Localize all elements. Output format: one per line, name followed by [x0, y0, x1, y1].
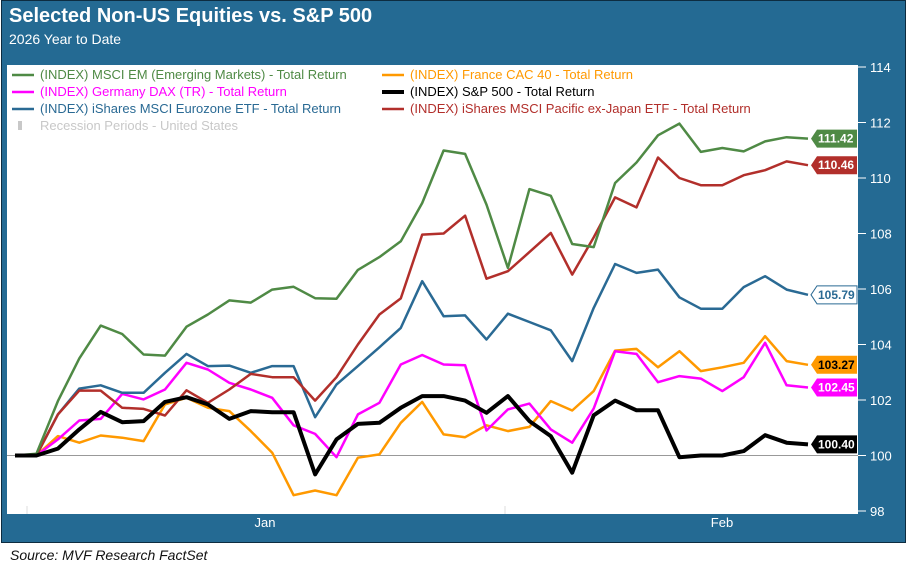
x-tick-label: Feb — [711, 515, 733, 530]
legend-label: (INDEX) S&P 500 - Total Return — [410, 84, 595, 99]
series-line — [15, 156, 809, 457]
end-label-text: 102.45 — [818, 381, 855, 395]
end-value-label: 100.40 — [811, 435, 857, 454]
y-tick-label: 104 — [870, 338, 892, 353]
end-label-text: 100.40 — [818, 437, 855, 451]
x-tick-label: Jan — [255, 515, 276, 530]
y-tick-label: 114 — [870, 60, 891, 75]
y-tick-label: 112 — [870, 116, 891, 131]
end-label-text: 110.46 — [818, 158, 854, 172]
legend-label: (INDEX) iShares MSCI Eurozone ETF - Tota… — [40, 101, 341, 116]
end-label-badge — [811, 129, 857, 148]
end-labels: 111.42 103.27 102.45 100.40 105.79 110.46 — [810, 129, 858, 454]
end-label-badge — [810, 285, 858, 305]
legend: (INDEX) MSCI EM (Emerging Markets) - Tot… — [12, 67, 751, 133]
end-label-text: 105.79 — [818, 288, 855, 302]
y-tick-label: 102 — [870, 393, 892, 408]
end-label-badge — [811, 156, 857, 175]
series-line — [15, 394, 809, 477]
series-lines — [14, 122, 809, 497]
chart-subtitle: 2026 Year to Date — [9, 31, 122, 47]
y-tick-label: 110 — [870, 171, 891, 186]
end-label-badge — [811, 378, 857, 397]
plot-area — [7, 65, 858, 514]
legend-label: (INDEX) MSCI EM (Emerging Markets) - Tot… — [40, 67, 347, 82]
x-axis: Jan Feb — [26, 506, 733, 530]
end-label-badge — [811, 435, 857, 454]
legend-label: (INDEX) France CAC 40 - Total Return — [410, 67, 633, 82]
series-line — [15, 334, 809, 497]
recession-swatch — [18, 121, 22, 130]
end-value-label: 110.46 — [811, 156, 857, 175]
legend-label: (INDEX) Germany DAX (TR) - Total Return — [40, 84, 287, 99]
series-line — [15, 262, 809, 457]
series-line — [15, 341, 809, 459]
end-label-text: 103.27 — [818, 358, 855, 372]
y-tick-label: 98 — [870, 504, 884, 519]
y-tick-label: 106 — [870, 282, 892, 297]
series-line — [14, 122, 809, 457]
end-label-text: 111.42 — [818, 132, 854, 146]
legend-label: Recession Periods - United States — [40, 118, 238, 133]
end-value-label: 103.27 — [811, 355, 857, 374]
end-value-label: 102.45 — [811, 378, 857, 397]
chart-title: Selected Non-US Equities vs. S&P 500 — [9, 5, 373, 27]
chart-source: Source: MVF Research FactSet — [10, 547, 208, 563]
end-label-badge — [811, 355, 857, 374]
end-value-label: 111.42 — [811, 129, 857, 148]
y-tick-label: 108 — [870, 227, 892, 242]
end-value-label: 105.79 — [810, 285, 858, 305]
y-axis: 98 100 102 104 106 108 110 112 114 — [858, 60, 892, 519]
legend-label: (INDEX) iShares MSCI Pacific ex-Japan ET… — [410, 101, 751, 116]
y-tick-label: 100 — [870, 449, 892, 464]
